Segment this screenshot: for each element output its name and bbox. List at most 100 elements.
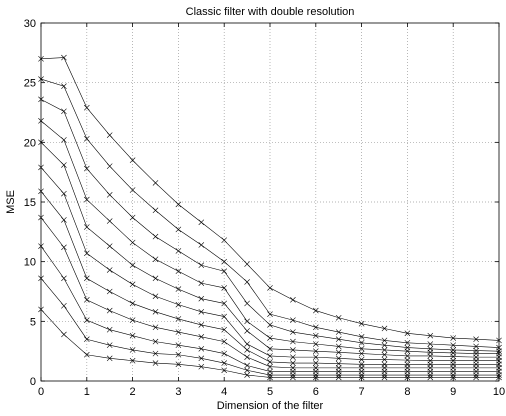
data-point-marker	[83, 165, 90, 172]
data-point-marker	[290, 329, 296, 335]
data-point-marker	[61, 190, 67, 197]
data-point-marker	[106, 132, 113, 138]
data-point-marker	[358, 372, 365, 378]
data-point-marker	[129, 281, 136, 288]
data-point-marker	[129, 300, 136, 307]
data-point-marker	[198, 242, 205, 248]
data-point-marker	[335, 314, 342, 321]
data-point-marker	[198, 334, 205, 340]
data-point-marker	[83, 224, 90, 230]
x-tick-label: 4	[221, 386, 227, 398]
y-tick-label: 5	[30, 316, 36, 328]
data-point-marker	[106, 342, 113, 349]
data-point-marker	[427, 341, 434, 347]
data-point-marker	[267, 285, 273, 291]
data-point-marker	[267, 353, 273, 359]
data-point-marker	[221, 268, 228, 275]
data-point-marker	[61, 54, 67, 61]
data-point-marker	[335, 355, 342, 362]
data-point-marker	[152, 256, 159, 263]
data-point-marker	[473, 343, 479, 350]
data-point-marker	[221, 300, 228, 307]
data-point-marker	[152, 338, 159, 345]
x-tick-label: 3	[175, 386, 181, 398]
data-point-marker	[312, 354, 319, 360]
data-point-marker	[244, 300, 250, 307]
data-point-marker	[221, 258, 228, 265]
data-point-marker	[83, 250, 90, 257]
data-point-marker	[175, 286, 182, 292]
data-point-marker	[152, 293, 159, 300]
data-point-marker	[267, 345, 273, 352]
data-point-marker	[221, 237, 228, 243]
data-point-marker	[152, 207, 159, 214]
y-tick-label: 15	[24, 197, 36, 209]
data-point-marker	[129, 317, 136, 323]
data-point-marker	[129, 239, 136, 246]
data-point-marker	[358, 350, 365, 357]
data-point-marker	[312, 341, 319, 347]
data-point-marker	[175, 351, 182, 358]
data-point-marker	[358, 320, 365, 327]
data-point-marker	[358, 334, 365, 340]
data-point-marker	[267, 322, 273, 328]
data-point-marker	[404, 353, 411, 359]
data-point-marker	[175, 342, 182, 349]
data-point-marker	[61, 108, 67, 115]
data-point-marker	[198, 345, 205, 352]
data-point-marker	[335, 349, 342, 356]
x-tick-label: 5	[267, 386, 273, 398]
data-point-marker	[83, 317, 90, 323]
series-3	[38, 96, 502, 354]
data-point-marker	[244, 362, 250, 369]
data-point-marker	[450, 353, 457, 360]
data-point-marker	[290, 347, 296, 353]
data-point-marker	[381, 374, 388, 381]
data-point-marker	[83, 135, 90, 142]
data-point-marker	[221, 350, 228, 357]
data-point-marker	[381, 372, 388, 378]
y-tick-label: 25	[24, 78, 36, 90]
x-axis-title: Dimension of the filter	[217, 400, 324, 412]
x-tick-label: 6	[313, 386, 319, 398]
data-point-marker	[106, 267, 113, 273]
x-tick-label: 7	[359, 386, 365, 398]
data-point-marker	[381, 347, 388, 353]
data-point-marker	[106, 288, 113, 295]
data-point-marker	[290, 297, 296, 303]
data-point-marker	[83, 336, 90, 343]
data-point-marker	[473, 336, 479, 343]
x-tick-label: 1	[84, 386, 90, 398]
data-point-marker	[198, 262, 205, 269]
data-point-marker	[244, 372, 250, 378]
data-point-marker	[381, 337, 388, 344]
data-point-marker	[450, 335, 457, 341]
data-point-marker	[450, 342, 457, 349]
data-point-marker	[106, 355, 113, 362]
data-point-marker	[83, 275, 90, 282]
data-point-marker	[312, 324, 319, 331]
data-point-marker	[198, 280, 205, 286]
data-point-marker	[244, 261, 250, 267]
data-point-marker	[381, 342, 388, 349]
grid	[41, 23, 499, 381]
data-point-marker	[106, 218, 113, 224]
data-point-marker	[61, 275, 67, 282]
data-point-marker	[221, 326, 228, 333]
y-tick-label: 0	[30, 376, 36, 388]
data-point-marker	[83, 351, 90, 358]
data-point-marker	[61, 331, 67, 338]
data-point-marker	[267, 311, 273, 317]
data-point-marker	[198, 322, 205, 328]
data-point-marker	[106, 192, 113, 198]
data-point-marker	[129, 214, 136, 221]
data-point-marker	[267, 359, 273, 365]
series-4	[38, 118, 502, 357]
data-point-marker	[129, 357, 136, 364]
x-tick-label: 0	[38, 386, 44, 398]
data-point-marker	[175, 248, 182, 254]
data-point-marker	[221, 338, 228, 345]
data-point-marker	[198, 295, 205, 302]
x-tick-label: 8	[404, 386, 410, 398]
